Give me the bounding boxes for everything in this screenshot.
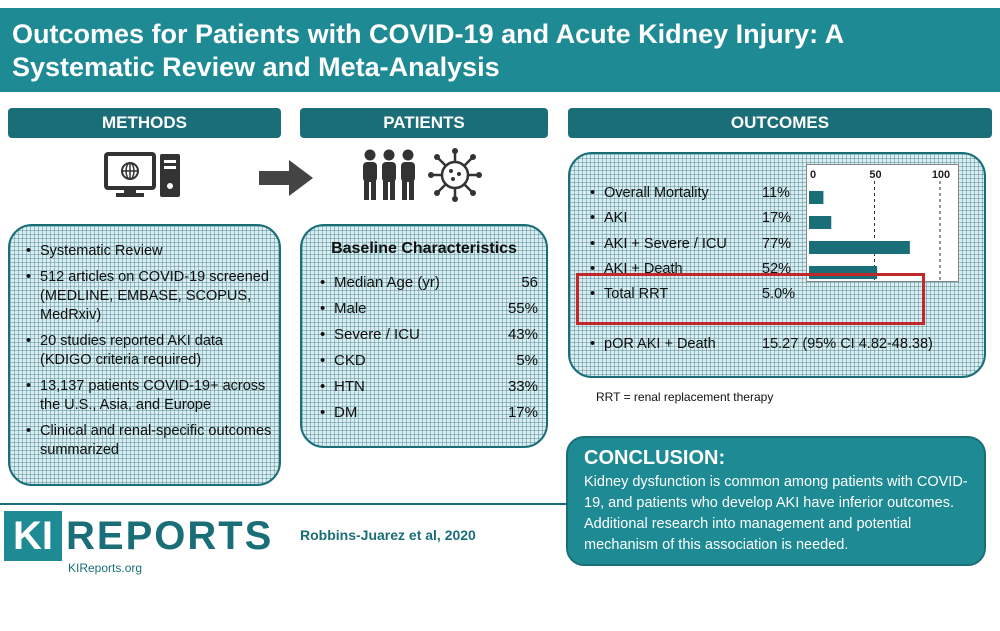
chart-tick-label: 100 [932, 169, 950, 181]
methods-item: 512 articles on COVID-19 screened (MEDLI… [24, 268, 272, 325]
methods-item: Clinical and renal-specific outcomes sum… [24, 422, 272, 460]
kireports-logo: KI REPORTS KIReports.org [4, 511, 271, 579]
logo-url: KIReports.org [68, 561, 143, 575]
people-icon [363, 149, 415, 200]
baseline-value: 55% [507, 300, 538, 317]
baseline-row: CKD 5% [316, 352, 538, 378]
baseline-row: Median Age (yr) 56 [316, 274, 538, 300]
outcomes-header: OUTCOMES [568, 108, 992, 138]
outcome-value: 17% [762, 210, 792, 226]
virus-icon [428, 148, 482, 202]
baseline-label: CKD [316, 352, 366, 369]
logo-reports: REPORTS [66, 514, 274, 558]
baseline-label: HTN [316, 378, 365, 395]
methods-item: 13,137 patients COVID-19+ across the U.S… [24, 377, 272, 415]
patients-header: PATIENTS [300, 108, 548, 138]
methods-list: Systematic Review 512 articles on COVID-… [24, 242, 272, 467]
chart-bar [809, 191, 824, 204]
outcome-label: Total RRT [588, 286, 668, 302]
chart-bar [809, 241, 910, 254]
baseline-title: Baseline Characteristics [331, 240, 517, 257]
chart-tick-label: 50 [869, 169, 881, 181]
chart-bar [809, 216, 832, 229]
outcome-label: AKI + Severe / ICU [588, 236, 727, 252]
methods-box: Systematic Review 512 articles on COVID-… [8, 224, 281, 486]
citation: Robbins-Juarez et al, 2020 [300, 527, 476, 543]
page-title: Outcomes for Patients with COVID-19 and … [12, 19, 844, 82]
outcomes-bar-chart: 0 50 100 [809, 169, 950, 304]
conclusion-title: CONCLUSION: [584, 447, 726, 469]
conclusion-text: Kidney dysfunction is common among patie… [584, 474, 968, 553]
outcome-label: Overall Mortality [588, 185, 709, 201]
patients-box: Baseline Characteristics Median Age (yr)… [300, 224, 548, 448]
baseline-value: 43% [507, 326, 538, 343]
por-label: pOR AKI + Death [588, 336, 716, 352]
methods-item: Systematic Review [24, 242, 272, 261]
outcomes-box: 0 50 100 Overall Mortality 11% AKI 17% AKI… [568, 152, 986, 378]
outcomes-chart-panel: 0 50 100 [806, 164, 959, 304]
chart-tick-label: 0 [810, 169, 816, 181]
baseline-value: 5% [516, 352, 538, 369]
baseline-label: Severe / ICU [316, 326, 420, 343]
baseline-value: 33% [507, 378, 538, 395]
baseline-row: DM 17% [316, 404, 538, 430]
outcome-value: 11% [762, 185, 790, 201]
methods-header-label: METHODS [102, 113, 187, 132]
total-rrt-highlight-box [576, 273, 925, 325]
conclusion-box: CONCLUSION: Kidney dysfunction is common… [566, 436, 986, 566]
methods-header: METHODS [8, 108, 281, 138]
baseline-label: Male [316, 300, 367, 317]
patients-header-label: PATIENTS [383, 113, 465, 132]
rrt-footnote: RRT = renal replacement therapy [596, 390, 774, 404]
baseline-label: Median Age (yr) [316, 274, 440, 291]
outcome-label: AKI [588, 210, 627, 226]
baseline-value: 17% [507, 404, 538, 421]
outcome-value: 77% [762, 236, 792, 252]
footer-divider [0, 503, 566, 505]
por-value: 15.27 (95% CI 4.82-48.38) [762, 336, 933, 352]
title-banner: Outcomes for Patients with COVID-19 and … [0, 8, 1000, 92]
outcome-value: 5.0% [762, 286, 796, 302]
outcomes-header-label: OUTCOMES [730, 113, 830, 132]
baseline-label: DM [316, 404, 357, 421]
baseline-row: Severe / ICU 43% [316, 326, 538, 352]
baseline-row: HTN 33% [316, 378, 538, 404]
methods-item: 20 studies reported AKI data (KDIGO crit… [24, 332, 272, 370]
baseline-row: Male 55% [316, 300, 538, 326]
right-arrow-icon [259, 160, 313, 196]
logo-ki: KI [4, 511, 62, 561]
computer-icon [104, 152, 180, 197]
baseline-value: 56 [521, 274, 538, 291]
